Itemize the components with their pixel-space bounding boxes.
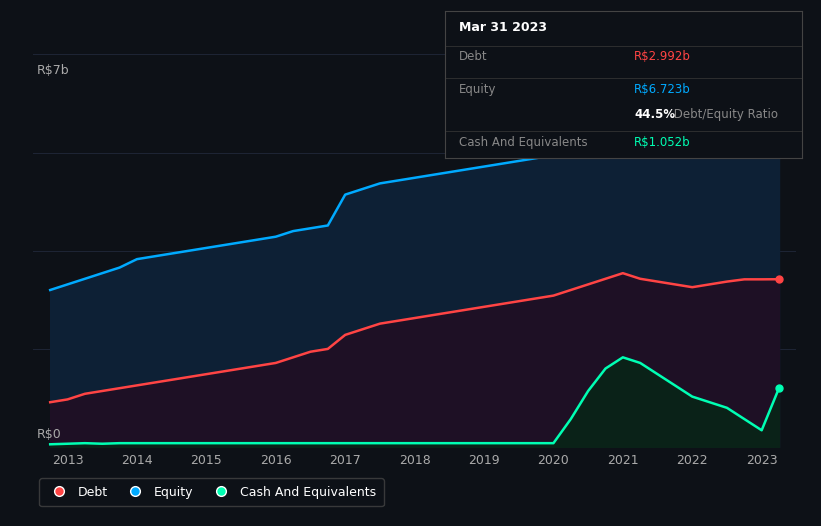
Legend: Debt, Equity, Cash And Equivalents: Debt, Equity, Cash And Equivalents xyxy=(39,478,383,506)
Text: Equity: Equity xyxy=(459,83,497,96)
Text: R$2.992b: R$2.992b xyxy=(635,50,691,63)
Text: Cash And Equivalents: Cash And Equivalents xyxy=(459,136,588,149)
Text: R$7b: R$7b xyxy=(37,64,69,77)
Text: Debt/Equity Ratio: Debt/Equity Ratio xyxy=(670,108,778,121)
Text: Mar 31 2023: Mar 31 2023 xyxy=(459,21,548,34)
Text: 44.5%: 44.5% xyxy=(635,108,676,121)
Text: R$6.723b: R$6.723b xyxy=(635,83,691,96)
Text: R$1.052b: R$1.052b xyxy=(635,136,691,149)
Text: R$0: R$0 xyxy=(37,428,62,441)
Text: Debt: Debt xyxy=(459,50,488,63)
